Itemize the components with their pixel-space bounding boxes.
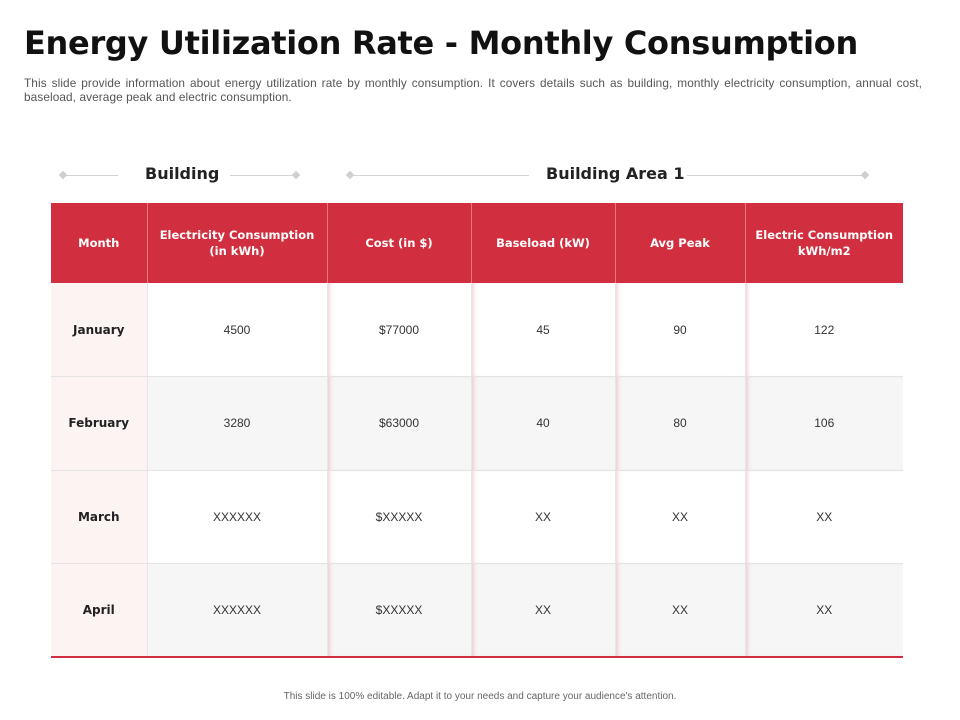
- cost-cell: $77000: [327, 283, 472, 377]
- electricity-cell: XXXXXX: [147, 470, 328, 564]
- diamond-right-icon: [291, 170, 301, 180]
- baseload-cell: 45: [471, 283, 616, 377]
- divider-line: [353, 175, 529, 176]
- electric-cell: 122: [745, 283, 903, 377]
- cost-cell: $XXXXX: [327, 563, 472, 658]
- page-title: Energy Utilization Rate - Monthly Consum…: [24, 24, 858, 62]
- column-header-cost: Cost (in $): [327, 203, 472, 283]
- table-row: March XXXXXX $XXXXX XX XX XX: [51, 470, 903, 564]
- group-header-building-area: Building Area 1: [345, 164, 871, 188]
- divider-line: [687, 175, 863, 176]
- month-cell: March: [51, 470, 148, 564]
- column-header-baseload: Baseload (kW): [471, 203, 616, 283]
- electric-cell: XX: [745, 470, 903, 564]
- avg-peak-cell: 90: [615, 283, 746, 377]
- page-description: This slide provide information about ene…: [24, 76, 922, 104]
- footer-note: This slide is 100% editable. Adapt it to…: [283, 691, 677, 702]
- electric-cell: XX: [745, 563, 903, 658]
- avg-peak-cell: 80: [615, 376, 746, 471]
- baseload-cell: XX: [471, 563, 616, 658]
- column-header-month: Month: [51, 203, 148, 283]
- avg-peak-cell: XX: [615, 563, 746, 658]
- month-cell: January: [51, 283, 148, 377]
- table-row: February 3280 $63000 40 80 106: [51, 376, 903, 471]
- electric-cell: 106: [745, 376, 903, 471]
- table-row: April XXXXXX $XXXXX XX XX XX: [51, 563, 903, 658]
- cost-cell: $XXXXX: [327, 470, 472, 564]
- baseload-cell: XX: [471, 470, 616, 564]
- month-cell: February: [51, 376, 148, 471]
- electricity-cell: 4500: [147, 283, 328, 377]
- avg-peak-cell: XX: [615, 470, 746, 564]
- column-header-electric: Electric Consumption kWh/m2: [745, 203, 903, 283]
- divider-line: [230, 175, 296, 176]
- divider-line: [66, 175, 118, 176]
- electricity-cell: 3280: [147, 376, 328, 471]
- baseload-cell: 40: [471, 376, 616, 471]
- group-label-building-area: Building Area 1: [544, 164, 687, 183]
- diamond-right-icon: [860, 170, 870, 180]
- column-header-electricity: Electricity Consumption (in kWh): [147, 203, 328, 283]
- table-row: January 4500 $77000 45 90 122: [51, 283, 903, 377]
- cost-cell: $63000: [327, 376, 472, 471]
- electricity-cell: XXXXXX: [147, 563, 328, 658]
- consumption-table: Month Electricity Consumption (in kWh) C…: [51, 203, 903, 658]
- group-header-building: Building: [58, 164, 304, 188]
- column-header-avg-peak: Avg Peak: [615, 203, 746, 283]
- group-label-building: Building: [143, 164, 222, 183]
- month-cell: April: [51, 563, 148, 658]
- table-header-row: Month Electricity Consumption (in kWh) C…: [51, 203, 903, 283]
